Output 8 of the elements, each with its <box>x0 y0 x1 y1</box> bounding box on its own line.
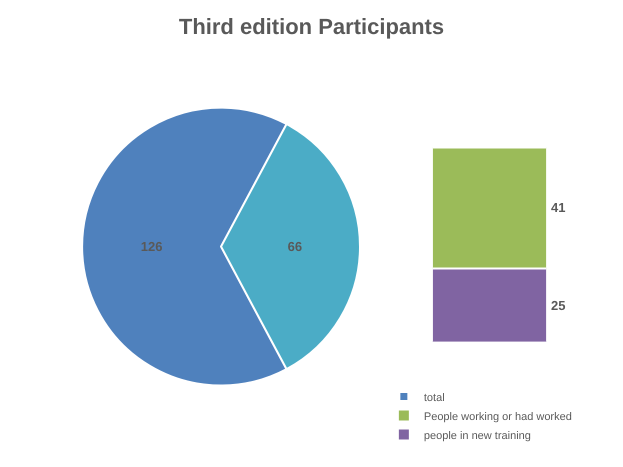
data-label: 41 <box>551 200 566 215</box>
legend-label: people in new training <box>424 430 531 442</box>
data-label: 25 <box>551 298 566 313</box>
legend-label: People working or had worked <box>424 410 572 423</box>
data-label: 126 <box>140 239 162 254</box>
chart-title: Third edition Participants <box>178 14 444 40</box>
legend-label: total <box>424 392 445 404</box>
data-label: 66 <box>288 239 302 254</box>
